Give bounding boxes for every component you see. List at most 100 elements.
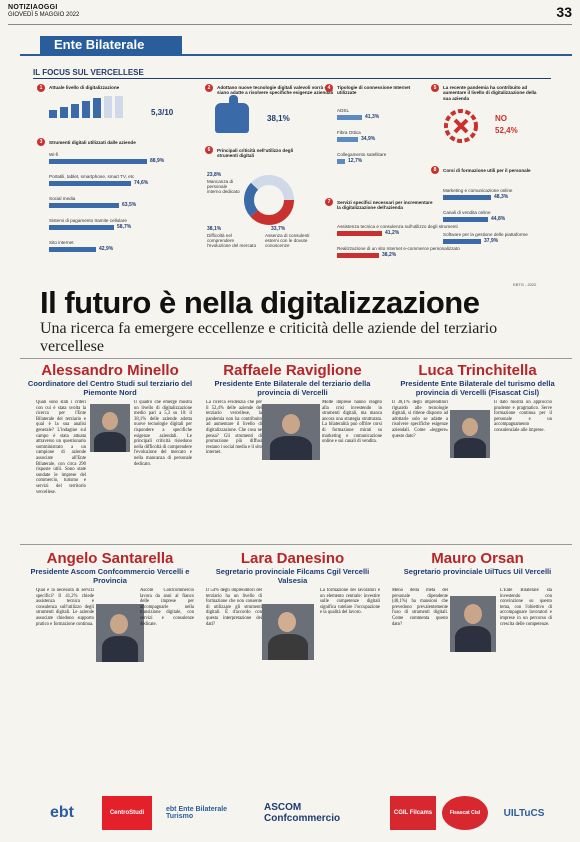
q3-item-bar bbox=[49, 159, 147, 164]
person-2-role: Presidente Ente Bilaterale del terziario… bbox=[214, 379, 371, 397]
person-6-name: Mauro Orsan bbox=[431, 550, 524, 567]
q8-number: 8 bbox=[431, 166, 439, 174]
article-5-col-b: La formazione dei lavoratori è un elemen… bbox=[320, 588, 380, 616]
q3-item-value: 74,6% bbox=[134, 180, 149, 186]
infographic-divider bbox=[33, 78, 551, 79]
q4-item-value: 34,9% bbox=[361, 136, 376, 142]
person-3-photo bbox=[450, 410, 490, 458]
q3-text: Strumenti digitali utilizzati dalle azie… bbox=[49, 140, 136, 145]
q7-text: Servizi specifici necessari per incremen… bbox=[337, 200, 433, 211]
no-icon bbox=[444, 109, 478, 143]
q4-item-bar bbox=[337, 115, 362, 120]
q3-item-bar bbox=[49, 181, 131, 186]
logo-ebt-turismo: ebt Ente Bilaterale Turismo bbox=[166, 806, 228, 820]
q8-item-label: Software per la gestione delle piattafor… bbox=[443, 232, 528, 237]
q5-no-label: NO bbox=[495, 114, 507, 123]
sponsor-logos: ebt CentroStudi ebt Ente Bilaterale Turi… bbox=[30, 796, 552, 836]
logo-cgil: CGIL Filcams bbox=[390, 796, 436, 830]
q8-item-value: 48,3% bbox=[494, 194, 509, 200]
q4-number: 4 bbox=[325, 84, 333, 92]
article-1-col-b: Il quadro che emerge mostra un livello d… bbox=[134, 400, 192, 467]
logo-fisascat: Fisascat Cisl bbox=[442, 796, 488, 830]
q6-b-label: Difficoltà nel comprendere l'evoluzione … bbox=[207, 233, 257, 248]
person-1-role: Coordinatore del Centro Studi sul terzia… bbox=[27, 379, 193, 397]
infographic-title: IL FOCUS SUL VERCELLESE bbox=[33, 68, 144, 77]
headline: Il futuro è nella digitalizzazione bbox=[40, 285, 480, 320]
subheadline: Una ricerca fa emergere eccellenze e cri… bbox=[40, 320, 498, 355]
q6-donut-chart bbox=[244, 175, 294, 225]
section-title: Ente Bilaterale bbox=[40, 36, 182, 54]
mid-rule bbox=[20, 544, 572, 545]
q3-item-bar bbox=[49, 203, 119, 208]
q4-item-label: ADSL bbox=[337, 108, 350, 113]
q3-item-label: Social media bbox=[49, 196, 76, 201]
q8-item-label: Canali di vendita online bbox=[443, 210, 491, 215]
person-4-role: Presidente Ascom Confcommercio Vercelli … bbox=[30, 567, 190, 585]
q4-text: Tipologie di connessione Internet utiliz… bbox=[337, 85, 411, 96]
person-6-role: Segretario provinciale UilTucs Uil Verce… bbox=[403, 567, 552, 576]
q8-item-label: Marketing e comunicazione online bbox=[443, 188, 513, 193]
person-6-photo bbox=[450, 596, 496, 652]
q4-item-value: 41,3% bbox=[365, 114, 380, 120]
person-5-role: Segretario provinciale Filcams Cgil Verc… bbox=[215, 567, 370, 585]
q4-item-label: Fibra Ottica bbox=[337, 130, 361, 135]
article-3-col-a: Il 38,1% degli imprenditori riguardo all… bbox=[392, 400, 448, 439]
q6-text: Principali criticità nell'utilizzo degli… bbox=[217, 148, 294, 159]
section-divider bbox=[20, 54, 572, 56]
q3-item-label: Portatili, tablet, smartphone, smart TV,… bbox=[49, 174, 135, 179]
article-6-col-b: L'Ente Bilaterale sta investendo con con… bbox=[500, 588, 552, 627]
person-5-photo bbox=[262, 604, 314, 660]
q7-number: 7 bbox=[325, 198, 333, 206]
logo-uiltucs: UILTuCS bbox=[503, 807, 545, 819]
q1-number: 1 bbox=[37, 84, 45, 92]
q7-item-label: Realizzazione di un sito Internet e-comm… bbox=[337, 246, 460, 251]
article-6-col-a: Meno della metà del personale dipendente… bbox=[392, 588, 448, 627]
q3-item-value: 63,5% bbox=[122, 202, 137, 208]
q7-item-value: 38,2% bbox=[382, 252, 397, 258]
q8-item-value: 37,9% bbox=[484, 238, 499, 244]
infographic-source: EBTG - 2022 bbox=[513, 282, 537, 287]
person-5-name: Lara Danesino bbox=[240, 550, 345, 567]
q2-text: Adottano nuove tecnologie digitali valev… bbox=[217, 85, 334, 96]
q7-item-value: 41,2% bbox=[385, 230, 400, 236]
q8-item-bar bbox=[443, 239, 481, 244]
q5-number: 5 bbox=[431, 84, 439, 92]
q3-item-label: Sistemi di pagamento tramite cellulare bbox=[49, 218, 127, 223]
masthead: NOTIZIAOGGI GIOVEDÌ 5 MAGGIO 2022 33 bbox=[8, 4, 572, 25]
person-4-photo bbox=[96, 604, 144, 662]
q8-text: Corsi di formazione utili per il persona… bbox=[443, 168, 531, 173]
q3-item-bar bbox=[49, 225, 114, 230]
article-1-col-a: Quali sono stati i criteri con cui è sta… bbox=[36, 400, 86, 495]
person-1-name: Alessandro Minello bbox=[41, 362, 179, 379]
logo-ebt: ebt bbox=[50, 804, 74, 821]
q8-item-bar bbox=[443, 217, 488, 222]
q3-item-value: 88,9% bbox=[150, 158, 165, 164]
logo-centrostudi: CentroStudi bbox=[102, 796, 152, 830]
q3-item-label: Sito internet bbox=[49, 240, 74, 245]
q3-item-value: 42,9% bbox=[99, 246, 114, 252]
person-2-name: Raffaele Raviglione bbox=[223, 362, 362, 379]
q6-a-value: 23,8% bbox=[207, 172, 222, 178]
person-3-name: Luca Trinchitella bbox=[418, 362, 537, 379]
issue-date: GIOVEDÌ 5 MAGGIO 2022 bbox=[8, 12, 80, 18]
thumbs-up-icon bbox=[215, 95, 249, 133]
q4-item-bar bbox=[337, 137, 358, 142]
q8-item-bar bbox=[443, 195, 491, 200]
article-2-col-a: La ricerca evidenzia che per il 52,4% de… bbox=[206, 400, 262, 456]
q7-item-label: Assistenza tecnica e consulenza sull'uti… bbox=[337, 224, 458, 229]
q7-item-bar bbox=[337, 231, 382, 236]
headline-rule bbox=[20, 358, 572, 359]
q6-c-label: Assenza di consulenti esterni con le dov… bbox=[265, 233, 310, 248]
q7-item-bar bbox=[337, 253, 379, 258]
person-3-role: Presidente Ente Bilaterale del turismo d… bbox=[400, 379, 555, 397]
article-3-col-b: Il dato mostra un approccio prudente e p… bbox=[494, 400, 552, 433]
article-2-col-b: Molte imprese hanno reagito alla crisi i… bbox=[322, 400, 382, 445]
q1-text: Attuale livello di digitalizzazione bbox=[49, 85, 120, 90]
person-1-photo bbox=[90, 404, 130, 452]
q2-number: 2 bbox=[205, 84, 213, 92]
q2-value: 38,1% bbox=[267, 114, 290, 123]
article-4-col-a: Qual è la necessità di servizi specifici… bbox=[36, 588, 94, 627]
q4-item-bar bbox=[337, 159, 345, 164]
logo-ascom: ASCOM Confcommercio bbox=[264, 802, 341, 824]
page-number: 33 bbox=[556, 4, 572, 20]
